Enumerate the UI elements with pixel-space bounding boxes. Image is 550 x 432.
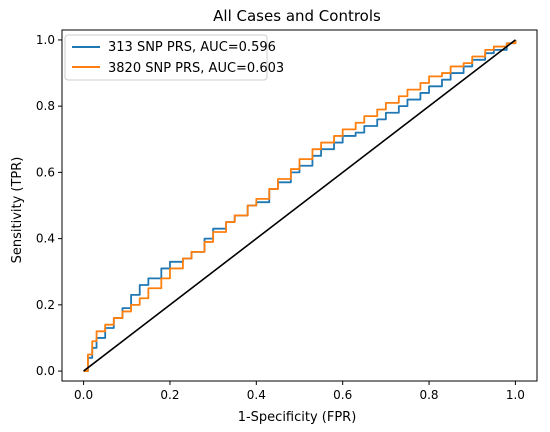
x-tick-label: 0.0 xyxy=(74,388,93,402)
series-line-3820-snp xyxy=(83,39,517,372)
legend-box xyxy=(64,34,268,81)
y-tick-label: 0.4 xyxy=(36,232,55,246)
y-axis: 0.0 0.2 0.4 0.6 0.8 1.0 xyxy=(36,33,62,378)
chart-title: All Cases and Controls xyxy=(213,7,381,25)
series-line-313-snp xyxy=(83,39,517,372)
x-axis: 0.0 0.2 0.4 0.6 0.8 1.0 xyxy=(74,381,525,402)
plot-frame xyxy=(61,29,538,382)
y-tick-label: 0.8 xyxy=(36,99,55,113)
legend-label-313-snp: 313 SNP PRS, AUC=0.596 xyxy=(108,40,276,55)
x-tick-label: 0.2 xyxy=(160,388,179,402)
x-tick-label: 0.6 xyxy=(333,388,352,402)
series-layer xyxy=(83,39,517,372)
y-axis-label: Sensitivity (TPR) xyxy=(10,157,25,264)
y-tick-label: 0.0 xyxy=(36,364,55,378)
legend: 313 SNP PRS, AUC=0.596 3820 SNP PRS, AUC… xyxy=(64,34,284,81)
x-tick-label: 0.8 xyxy=(419,388,438,402)
x-tick-label: 0.4 xyxy=(247,388,266,402)
x-axis-label: 1-Specificity (FPR) xyxy=(238,410,357,425)
plot-area xyxy=(61,29,538,382)
legend-label-3820-snp: 3820 SNP PRS, AUC=0.603 xyxy=(108,61,284,76)
y-tick-label: 0.6 xyxy=(36,165,55,179)
chance-diagonal-line xyxy=(83,39,516,372)
y-tick-label: 0.2 xyxy=(36,298,55,312)
y-tick-label: 1.0 xyxy=(36,33,55,47)
x-tick-label: 1.0 xyxy=(506,388,525,402)
